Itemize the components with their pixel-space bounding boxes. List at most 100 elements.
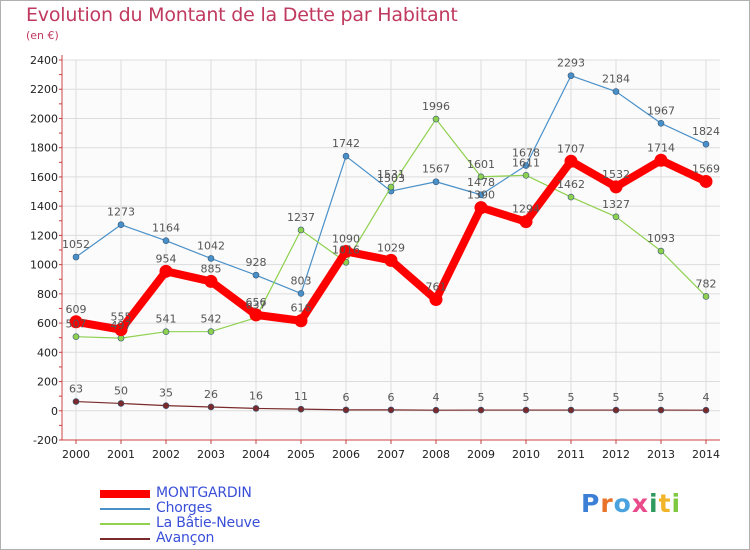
data-point (294, 314, 308, 328)
data-point (702, 293, 710, 300)
data-point (117, 221, 125, 229)
data-label: 5 (658, 391, 665, 404)
data-label: 6 (343, 391, 350, 404)
data-label: 609 (66, 303, 87, 316)
y-tick-label: 1600 (30, 171, 58, 184)
x-tick-label: 2012 (602, 448, 630, 461)
data-label: 1237 (287, 211, 315, 224)
data-label: 1042 (197, 239, 225, 252)
data-label: 16 (249, 389, 263, 402)
data-point (522, 172, 530, 179)
data-label: 5 (478, 391, 485, 404)
legend-swatch (100, 522, 150, 525)
data-label: 1462 (557, 178, 585, 191)
data-label: 5 (568, 391, 575, 404)
data-label: 1611 (512, 156, 540, 169)
data-point (72, 398, 80, 405)
legend: MONTGARDIN Chorges La Bâtie-Neuve Avançon (100, 486, 260, 546)
y-tick-label: 2000 (30, 112, 58, 125)
legend-label: Avançon (156, 530, 215, 546)
data-point (72, 253, 80, 261)
data-label: 541 (156, 313, 177, 326)
x-tick-label: 2003 (197, 448, 225, 461)
data-label: 954 (156, 252, 177, 265)
data-point (477, 191, 485, 199)
data-point (657, 247, 665, 255)
y-tick-label: -200 (33, 434, 58, 447)
data-point (432, 406, 440, 414)
legend-item: Avançon (100, 531, 260, 546)
y-tick-label: 400 (37, 346, 58, 359)
data-label: 928 (246, 256, 267, 269)
data-point (657, 406, 665, 414)
data-point (114, 323, 128, 337)
data-label: 1327 (602, 198, 630, 211)
data-point (612, 88, 620, 95)
legend-item: La Bâtie-Neuve (100, 516, 260, 531)
logo-letter: i (671, 489, 682, 518)
x-tick-label: 2011 (557, 448, 585, 461)
logo-letter: i (649, 489, 659, 518)
data-point (654, 153, 668, 167)
data-point (564, 154, 578, 168)
x-tick-label: 2008 (422, 448, 450, 461)
logo-letter: P (581, 489, 601, 518)
data-label: 2293 (557, 57, 585, 70)
data-point (699, 174, 713, 188)
data-label: 5 (613, 391, 620, 404)
data-point (384, 253, 398, 267)
data-point (252, 405, 260, 412)
data-point (567, 72, 575, 79)
data-point (162, 328, 170, 336)
x-tick-label: 2002 (152, 448, 180, 461)
data-point (387, 183, 395, 191)
logo-letter: t (658, 489, 672, 518)
data-label: 5 (523, 391, 530, 404)
data-point (342, 406, 350, 414)
y-tick-label: 1200 (30, 229, 58, 242)
data-point (207, 255, 215, 262)
x-tick-label: 2013 (647, 448, 675, 461)
data-label: 616 (291, 302, 312, 315)
data-label: 1678 (512, 147, 540, 160)
data-point (429, 293, 443, 307)
data-point (387, 406, 395, 414)
y-tick-label: 1800 (30, 142, 58, 155)
data-label: 1029 (377, 241, 405, 254)
legend-swatch (100, 537, 150, 540)
y-tick-label: 200 (37, 376, 58, 389)
data-label: 63 (69, 383, 83, 396)
data-label: 1016 (332, 243, 360, 256)
logo-letter: r (600, 489, 614, 518)
data-label: 4 (703, 391, 710, 404)
data-label: 497 (111, 319, 132, 332)
x-tick-label: 2007 (377, 448, 405, 461)
data-label: 1090 (332, 232, 360, 245)
y-tick-label: 1400 (30, 200, 58, 213)
data-point (204, 274, 218, 288)
x-tick-label: 2006 (332, 448, 360, 461)
legend-label: MONTGARDIN (156, 485, 252, 501)
data-label: 6 (388, 391, 395, 404)
data-label: 1601 (467, 158, 495, 171)
data-label: 1742 (332, 137, 360, 150)
data-label: 1478 (467, 176, 495, 189)
data-label: 2184 (602, 73, 630, 86)
data-label: 782 (696, 277, 717, 290)
x-tick-label: 2004 (242, 448, 270, 461)
data-label: 1531 (377, 168, 405, 181)
x-tick-label: 2014 (692, 448, 720, 461)
logo-letter: o (613, 489, 632, 518)
data-point (207, 328, 215, 335)
data-point (612, 213, 620, 221)
data-label: 1567 (422, 163, 450, 176)
data-label: 1390 (467, 189, 495, 202)
data-label: 1707 (557, 142, 585, 155)
legend-item: Chorges (100, 501, 260, 516)
data-label: 656 (246, 296, 267, 309)
data-label: 11 (294, 390, 308, 403)
data-label: 803 (291, 274, 312, 287)
data-point (519, 215, 533, 229)
data-point (297, 405, 305, 413)
